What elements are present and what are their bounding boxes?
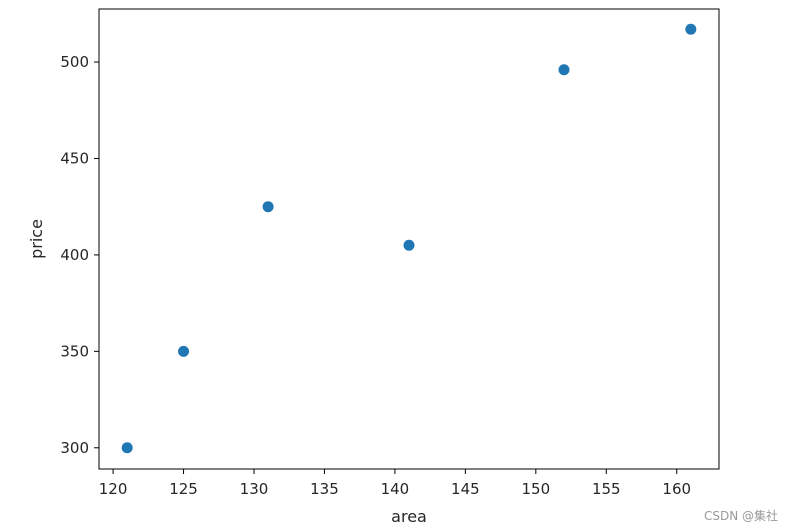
data-points [121, 23, 697, 454]
x-axis-label: area [391, 507, 427, 526]
x-tick-label: 120 [99, 480, 128, 498]
scatter-point [685, 23, 697, 35]
y-tick-label: 500 [60, 53, 89, 71]
y-axis-label: price [27, 219, 46, 259]
scatter-point [121, 442, 133, 454]
scatter-point [178, 345, 190, 357]
x-tick-label: 150 [521, 480, 550, 498]
scatter-point [558, 64, 570, 76]
plot-area-frame [98, 8, 720, 470]
scatter-point [403, 239, 415, 251]
x-tick-label: 135 [310, 480, 339, 498]
y-tick-label: 400 [60, 246, 89, 264]
axis-ticks: 120 125 130 135 140 145 150 155 160 300 350 400 450 5… [60, 53, 691, 498]
x-tick-label: 140 [381, 480, 410, 498]
x-tick-label: 145 [451, 480, 480, 498]
y-tick-label: 300 [60, 439, 89, 457]
watermark: CSDN @集社 [703, 509, 778, 523]
scatter-point [262, 201, 274, 213]
x-tick-label: 130 [240, 480, 269, 498]
x-tick-label: 125 [169, 480, 198, 498]
y-tick-label: 350 [60, 342, 89, 360]
x-tick-label: 155 [592, 480, 621, 498]
x-tick-label: 160 [662, 480, 691, 498]
y-tick-label: 450 [60, 149, 89, 167]
